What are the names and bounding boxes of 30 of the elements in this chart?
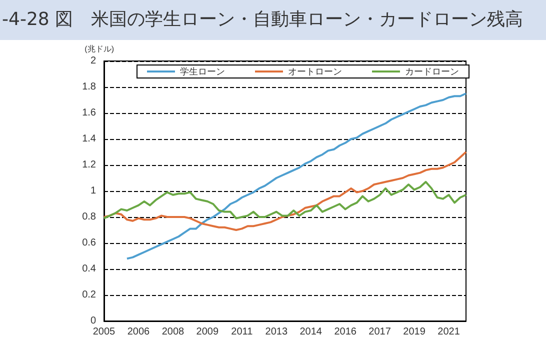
x-tick-label: 2009 — [196, 326, 219, 338]
y-tick-label: 0.8 — [82, 212, 96, 222]
x-tick-label: 2021 — [438, 326, 460, 338]
x-tick-label: 2008 — [162, 326, 185, 338]
y-tick-label: 1.6 — [82, 108, 96, 118]
y-tick-label: 0.6 — [82, 238, 96, 248]
y-tick-label: 0 — [90, 316, 96, 326]
x-tick-label: 2011 — [231, 326, 254, 338]
x-tick-label: 2017 — [368, 326, 392, 338]
x-tick-label: 2006 — [127, 326, 150, 338]
line-series — [103, 180, 467, 220]
x-tick-label: 2014 — [300, 326, 322, 338]
x-tick-label: 2019 — [403, 326, 426, 338]
line-series — [126, 92, 467, 260]
line-series — [103, 151, 467, 231]
y-tick-label: 1.8 — [82, 82, 96, 92]
y-tick-label: 1.2 — [82, 160, 96, 170]
y-tick-label: 1.4 — [82, 134, 96, 144]
y-tick-label: 0.2 — [82, 290, 96, 300]
x-tick-label: 2013 — [265, 326, 288, 338]
chart-title: -4-28 図 米国の学生ローン・自動車ローン・カードローン残高 — [0, 0, 546, 40]
x-tick-label: 2016 — [334, 326, 357, 338]
legend-label: カードローン — [405, 66, 459, 76]
y-tick-label: 1 — [90, 186, 96, 196]
legend-label: 学生ローン — [180, 66, 225, 76]
y-tick-label: 0.4 — [82, 264, 96, 274]
y-tick-label: 2 — [90, 56, 96, 66]
y-axis-title: (兆ドル) — [84, 44, 114, 54]
x-tick-label: 2005 — [92, 326, 116, 338]
legend-label: オートローン — [288, 66, 342, 76]
